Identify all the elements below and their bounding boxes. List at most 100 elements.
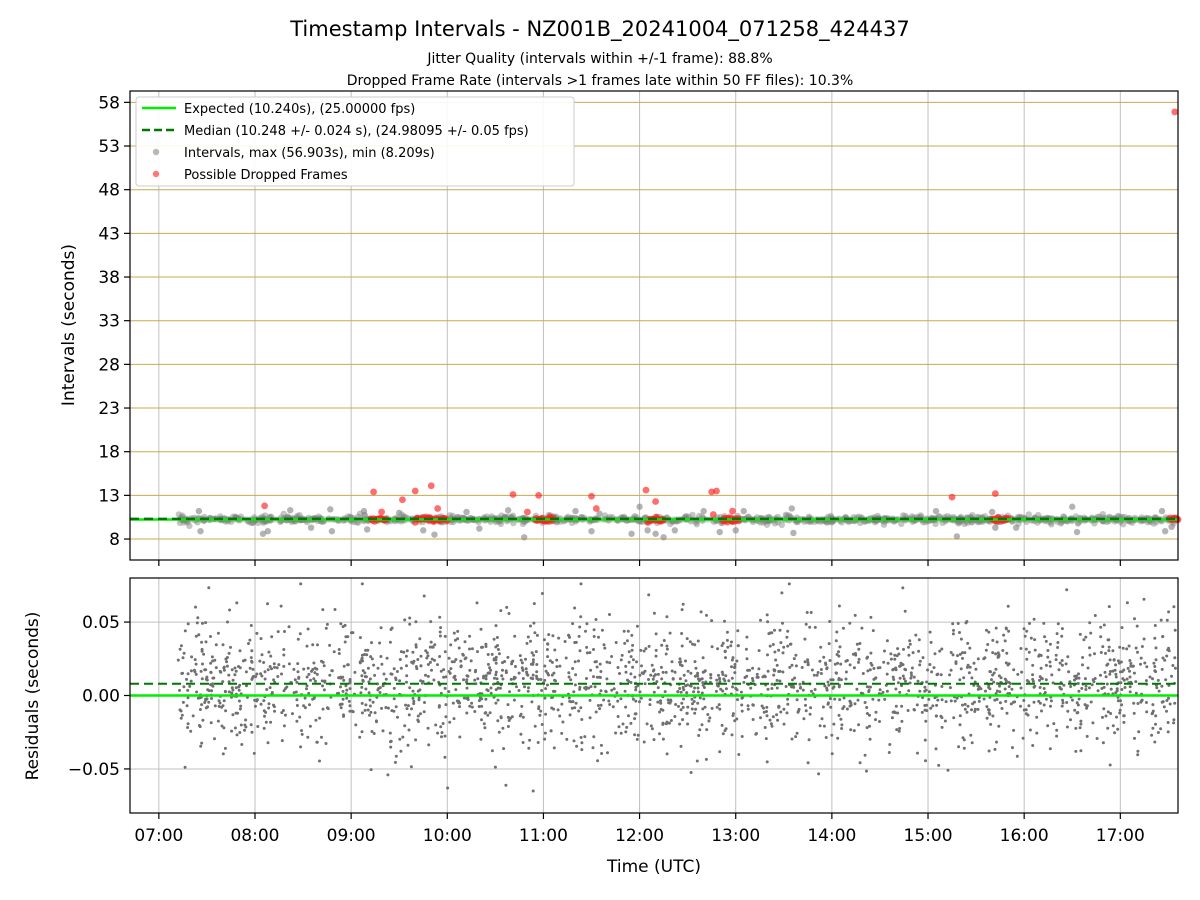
residual-point [642,649,646,653]
interval-point [1025,511,1033,518]
residual-point [832,685,836,689]
residual-point [605,677,609,681]
residual-point [365,653,369,657]
residual-point [794,664,798,668]
residual-point [763,726,767,729]
residual-point [660,677,664,681]
residual-point [454,658,458,661]
residual-point [635,624,639,628]
residual-point [354,723,358,727]
residual-point [561,720,565,724]
residual-point [946,768,950,772]
residual-point [200,649,204,653]
residual-point [539,709,543,713]
residual-point [1126,666,1130,670]
residual-point [874,710,878,714]
residual-point [393,760,397,764]
residual-point [869,685,872,689]
residual-point [655,680,659,684]
residual-point [487,671,491,675]
residual-point [496,698,500,702]
residual-point [958,652,962,656]
residual-point [696,701,700,705]
residual-point [963,702,967,706]
residual-point [276,630,280,634]
residual-point [897,729,901,733]
interval-point [763,521,771,528]
residual-point [876,666,880,670]
residual-point [829,705,833,709]
residual-point [577,634,581,638]
residual-point [927,690,931,694]
residual-point [468,668,472,672]
residual-point [1012,728,1016,732]
residual-point [987,749,991,753]
interval-point [857,519,864,526]
x-tick-label-3: 10:00 [423,826,472,846]
dropped-point-1 [370,488,377,496]
residual-point [956,622,960,625]
residual-point [868,724,871,728]
residual-point [240,743,244,746]
residual-point [420,681,424,685]
residuals-plot: 0.050.00−0.05 07:00 08:00 09:00 10:00 11:00 1… [23,577,1179,877]
residual-point [802,717,806,721]
residual-point [1056,622,1060,626]
residual-point [757,667,761,671]
residual-point [1046,649,1050,652]
residual-point [211,684,215,688]
residual-point [705,613,708,617]
residual-point [634,685,638,689]
residual-point [1089,700,1093,704]
residual-point [411,650,415,654]
residual-point [518,654,522,658]
residual-point [723,729,727,733]
residual-point [543,696,547,700]
residual-point [543,678,547,682]
residual-point [266,741,270,745]
residual-point [484,674,488,678]
residual-point [775,686,779,690]
residual-point [419,654,423,658]
residual-point [777,670,781,673]
interval-point [1099,511,1107,518]
residual-point [949,668,953,672]
residual-point [1040,709,1043,713]
residual-point [1167,649,1171,653]
residual-point [745,657,749,661]
residual-point [648,698,652,702]
residual-point [517,671,521,675]
residual-point [837,685,841,689]
intervals-ytick-label-7: 43 [98,224,120,244]
residual-point [527,746,531,750]
chart-title: Timestamp Intervals - NZ001B_20241004_07… [289,17,910,42]
residual-point [1092,680,1096,684]
residual-point [1114,675,1118,679]
residual-point [1115,715,1118,719]
residual-point [371,700,375,704]
residual-point [399,749,403,753]
residual-point [781,670,785,674]
residual-point [782,722,786,726]
residual-point [364,703,368,707]
residual-point [276,675,280,678]
residual-point [592,675,595,679]
residual-point [185,677,188,681]
residual-point [1054,653,1058,657]
residual-point [533,631,537,635]
intervals-ytick-label-5: 33 [98,312,120,332]
interval-point [689,511,696,519]
interval-outlier-point-37 [1069,503,1076,510]
residual-point [888,743,892,746]
residual-point [1113,731,1117,735]
interval-outlier-point-0 [195,507,203,515]
residual-point [282,724,286,728]
residual-point [396,715,399,719]
residual-point [918,663,922,667]
residual-point [786,629,790,633]
residual-point [494,673,498,677]
residual-point [1171,664,1175,667]
residual-point [808,625,812,629]
residual-point [631,697,635,701]
interval-point [175,511,182,518]
